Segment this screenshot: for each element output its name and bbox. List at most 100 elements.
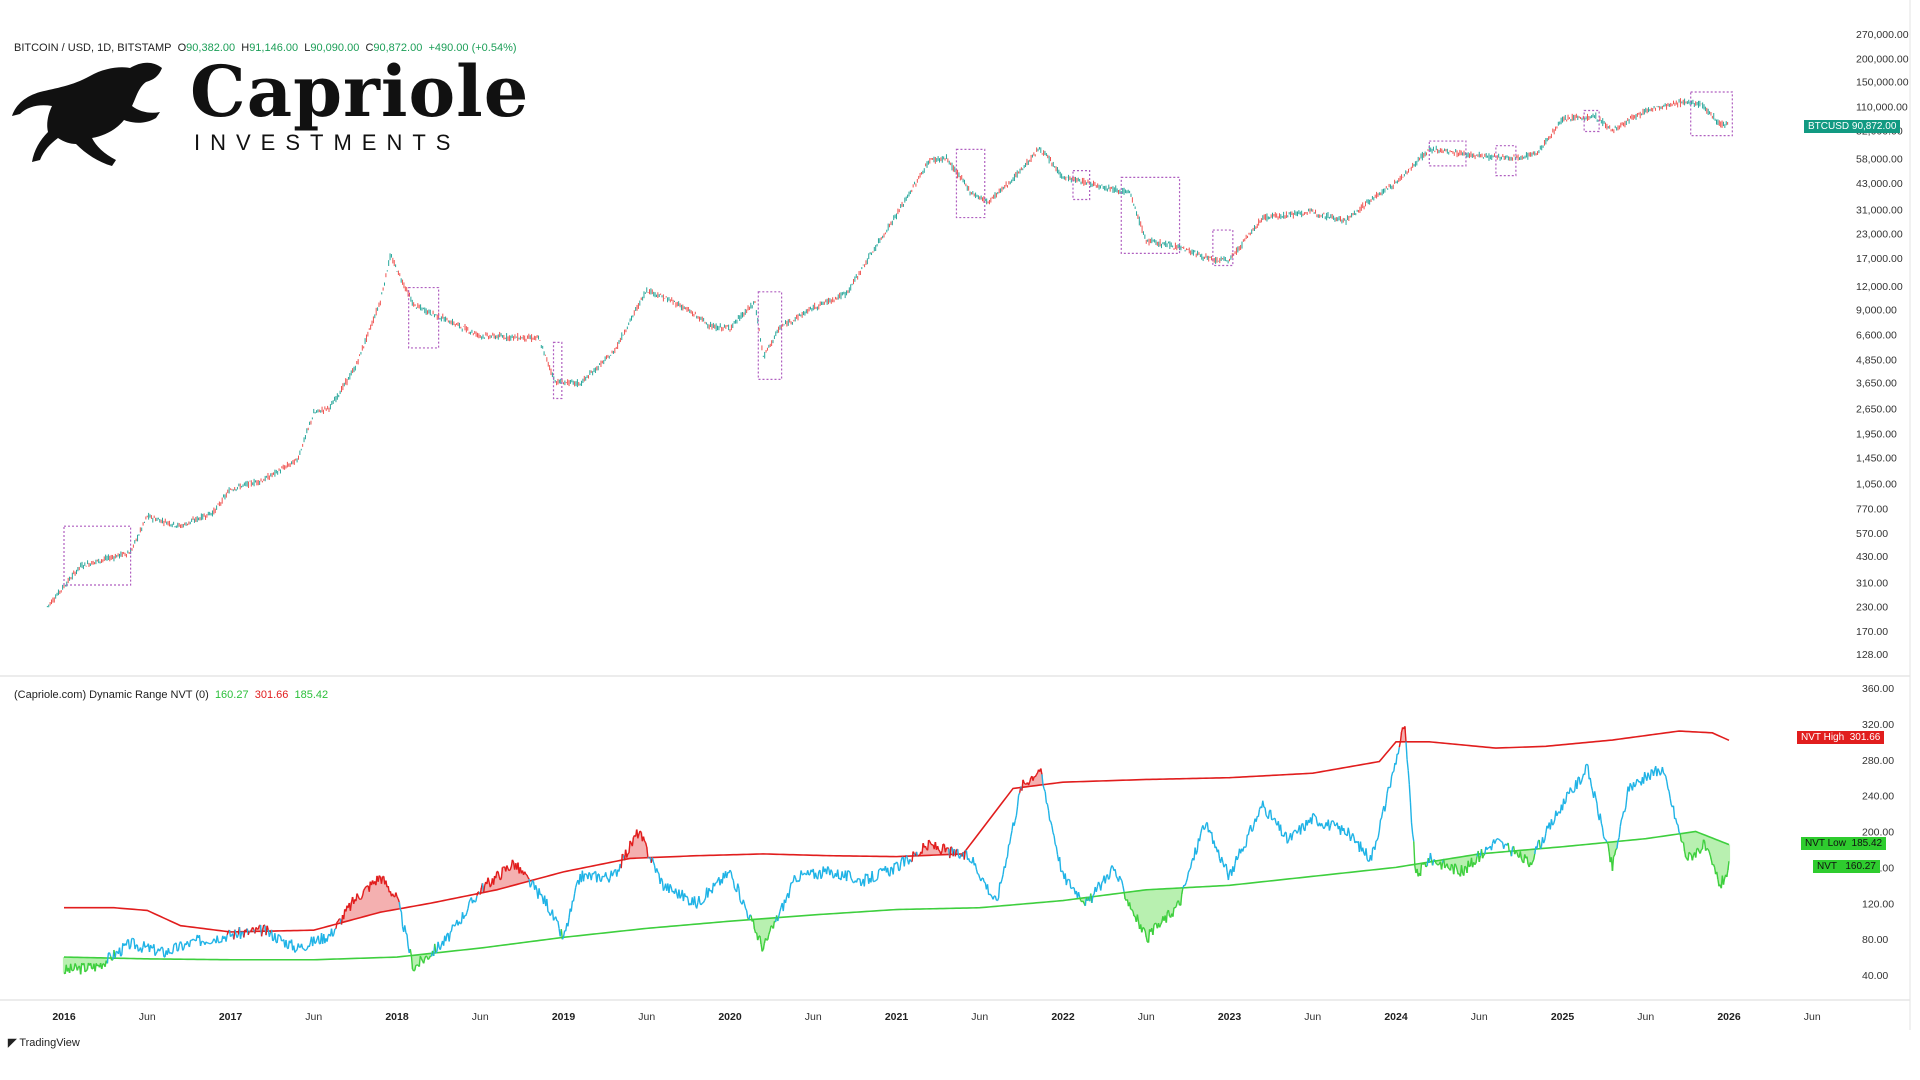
- nvt-segment: [1587, 765, 1590, 780]
- nvt-segment: [1365, 848, 1368, 860]
- nvt-segment: [1616, 840, 1619, 849]
- nvt-segment: [1386, 787, 1389, 794]
- nvt-segment: [778, 911, 781, 917]
- nvt-segment: [1519, 851, 1523, 859]
- nvt-segment: [315, 938, 318, 943]
- nvt-segment: [1006, 844, 1010, 857]
- nvt-segment: [1315, 816, 1318, 824]
- price-series: [46, 98, 1729, 608]
- nvt-segment: [1700, 848, 1703, 851]
- nvt-segment: [1510, 847, 1514, 857]
- nvt-low-badge: NVT Low 185.42: [1801, 837, 1887, 850]
- nvt-segment: [552, 918, 556, 921]
- nvt-segment: [1621, 811, 1625, 818]
- nvt-segment: [912, 851, 915, 854]
- nvt-segment: [1708, 850, 1711, 856]
- nvt-segment: [716, 879, 719, 883]
- nvt-segment: [1376, 837, 1379, 841]
- x-tick: 2023: [1218, 1011, 1242, 1023]
- nvt-segment: [1605, 839, 1608, 843]
- nvt-segment: [1255, 816, 1258, 822]
- nvt-segment: [1001, 874, 1004, 880]
- nvt-segment: [1249, 824, 1253, 832]
- nvt-segment: [1279, 824, 1283, 837]
- x-tick: Jun: [305, 1011, 322, 1023]
- nvt-segment: [1287, 837, 1291, 842]
- nvt-segment: [643, 840, 647, 844]
- nvt-segment: [1203, 828, 1206, 831]
- nvt-segment: [1043, 788, 1046, 793]
- nvt-segment: [177, 943, 181, 951]
- nvt-segment: [963, 850, 967, 860]
- nvt-segment: [547, 911, 550, 914]
- nvt-segment: [1435, 862, 1438, 865]
- highlight-boxes: [63, 91, 1733, 586]
- nvt-segment: [760, 943, 763, 952]
- symbol-label: BITCOIN / USD, 1D, BITSTAMP: [14, 42, 172, 54]
- nvt-segment: [1668, 791, 1671, 799]
- nvt-segment: [1136, 914, 1140, 922]
- x-tick: 2019: [552, 1011, 576, 1023]
- nvt-segment: [84, 970, 87, 973]
- nvt-segment: [1195, 850, 1198, 855]
- nvt-segment: [134, 944, 137, 950]
- nvt-segment: [277, 933, 280, 936]
- nvt-segment: [713, 882, 717, 887]
- nvt-segment: [1594, 791, 1597, 798]
- nvt-segment: [1679, 833, 1682, 842]
- nvt-segment: [395, 892, 398, 897]
- nvt-segment: [1120, 878, 1123, 882]
- nvt-segment: [1501, 841, 1503, 843]
- nvt-segment: [669, 884, 672, 888]
- nvt-segment: [225, 934, 228, 942]
- nvt-segment: [1010, 830, 1013, 837]
- nvt-segment: [468, 899, 471, 903]
- nvt-segment: [391, 893, 395, 897]
- nvt-segment: [1332, 820, 1335, 823]
- nvt-segment: [930, 843, 933, 846]
- nvt-segment: [744, 907, 748, 911]
- nvt-segment: [1004, 859, 1008, 868]
- nvt-segment: [425, 955, 428, 958]
- nvt-segment: [452, 924, 454, 926]
- nvt-segment: [572, 893, 576, 902]
- nvt-segment: [620, 854, 624, 869]
- nvt-segment: [1716, 871, 1719, 880]
- x-tick: 2020: [718, 1011, 742, 1023]
- price-header: BITCOIN / USD, 1D, BITSTAMP O90,382.00 H…: [14, 42, 517, 54]
- nvt-segment: [101, 963, 104, 970]
- nvt-segment: [1589, 777, 1593, 787]
- x-tick: 2016: [52, 1011, 76, 1023]
- x-tick: 2025: [1551, 1011, 1575, 1023]
- nvt-segment: [487, 877, 490, 883]
- nvt-segment: [1111, 865, 1114, 868]
- nvt-segment: [612, 869, 616, 874]
- nvt-segment: [479, 887, 483, 895]
- nvt-segment: [411, 968, 415, 972]
- x-tick: 2026: [1717, 1011, 1741, 1023]
- nvt-segment: [445, 933, 448, 942]
- nvt-segment: [1021, 779, 1024, 791]
- nvt-segment: [1620, 816, 1624, 821]
- x-tick: Jun: [1304, 1011, 1321, 1023]
- nvt-segment: [1607, 843, 1610, 852]
- nvt-segment: [1283, 832, 1286, 837]
- nvt-segment: [1405, 741, 1408, 760]
- nvt-segment: [1683, 851, 1687, 858]
- nvt-segment: [895, 861, 899, 864]
- nvt-segment: [1556, 812, 1559, 817]
- nvt-segment: [508, 869, 511, 872]
- nvt-segment: [1464, 865, 1467, 868]
- nvt-segment: [546, 898, 549, 912]
- nvt-segment: [1314, 815, 1317, 818]
- nvt-segment: [1431, 859, 1435, 866]
- nvt-y-tick: 120.00: [1862, 898, 1894, 910]
- price-y-tick: 110,000.00: [1856, 102, 1908, 114]
- nvt-segment: [399, 908, 403, 913]
- nvt-segment: [1008, 843, 1011, 846]
- nvt-segment: [832, 876, 835, 879]
- price-y-tick: 3,650.00: [1856, 378, 1897, 390]
- nvt-segment: [555, 916, 558, 921]
- nvt-segment: [450, 924, 454, 932]
- nvt-segment: [1446, 863, 1449, 869]
